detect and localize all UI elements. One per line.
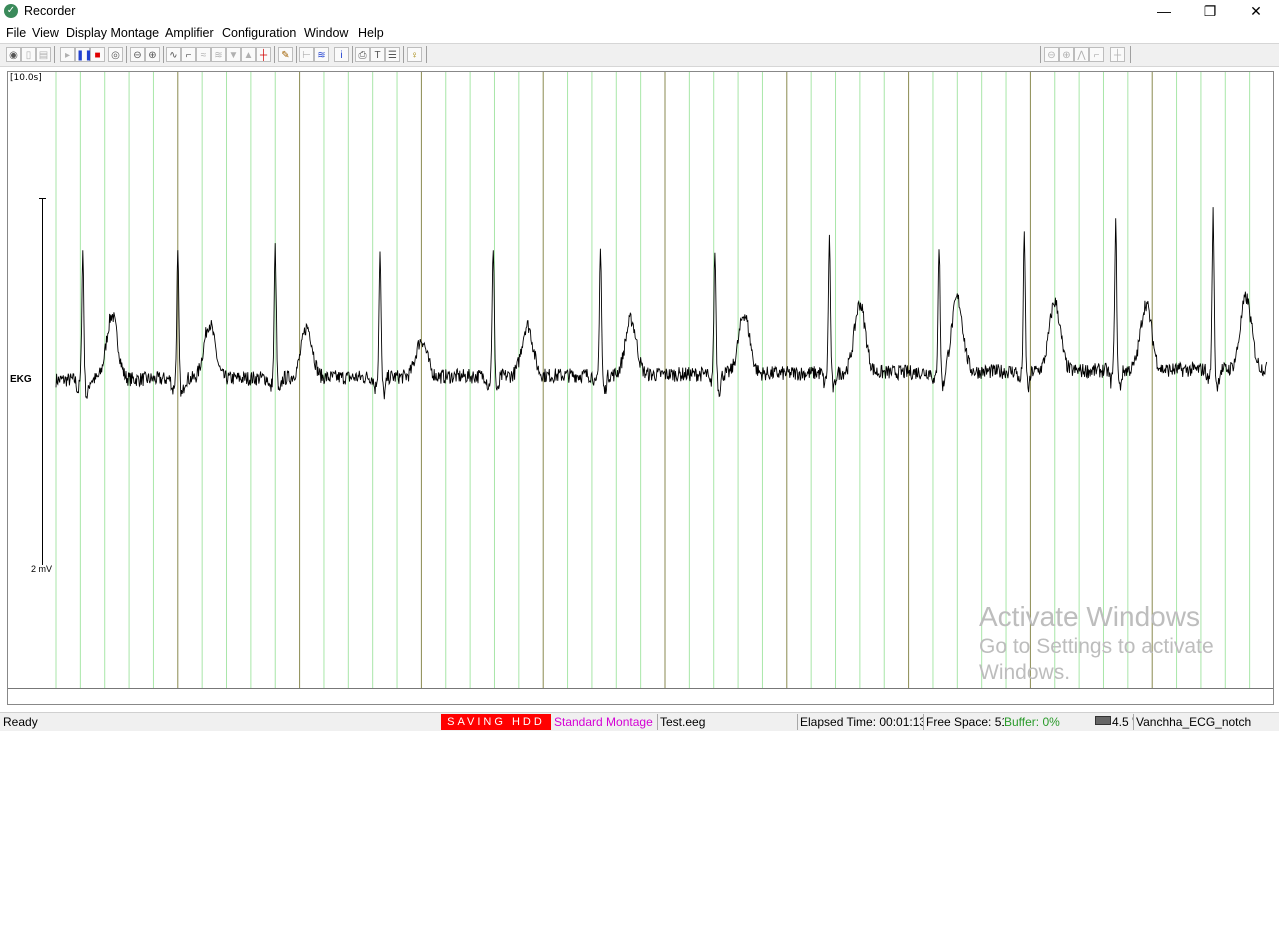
menu-bar: File View Display Montage Amplifier Conf… (0, 24, 1279, 43)
list-icon[interactable]: ☰ (385, 47, 400, 62)
stop-icon[interactable]: ■ (90, 47, 105, 62)
amplitude-scale-tick (39, 198, 46, 199)
status-montage: Standard Montage (554, 715, 653, 729)
arrow-down-icon[interactable]: ▼ (226, 47, 241, 62)
amplitude-scale-bar (42, 198, 43, 565)
menu-file[interactable]: File (6, 26, 27, 40)
zoom-in-icon[interactable]: ⊕ (145, 47, 160, 62)
restore-button[interactable]: ❐ (1203, 3, 1217, 19)
major-grid (177, 72, 1153, 688)
channel-label[interactable]: EKG (10, 374, 32, 385)
toolbar: ◉ ▯ ▤ ▸ ❚❚ ■ ◎ ⊖ ⊕ ∿ ⌐ ≈ ≋ ▼ ▲ ┼ ✎ ⊢ ≋ i… (0, 43, 1279, 67)
filter-icon[interactable]: ⌐ (181, 47, 196, 62)
status-free-space: Free Space: 51 (923, 714, 1004, 730)
eye-icon[interactable]: ◉ (6, 47, 21, 62)
window-title: Recorder (24, 4, 76, 18)
status-elapsed: Elapsed Time: 00:01:13 (797, 714, 924, 730)
r-peak-point (492, 248, 494, 250)
save-icon[interactable]: ▤ (36, 47, 51, 62)
menu-help[interactable]: Help (358, 26, 384, 40)
menu-display-montage[interactable]: Display Montage (66, 26, 160, 40)
minor-grid (55, 72, 1251, 688)
scale-icon[interactable]: ⋀ (1074, 47, 1089, 62)
ekg-chart (55, 72, 1268, 688)
status-ready: Ready (3, 715, 38, 729)
minimize-button[interactable]: — (1157, 3, 1171, 19)
text-icon[interactable]: T (370, 47, 385, 62)
zoom-out-icon[interactable]: ⊖ (130, 47, 145, 62)
status-saving: SAVING HDD (441, 714, 551, 730)
ekg-trace (55, 207, 1268, 400)
timebase-label: [10.0s] (10, 73, 42, 83)
right-zoom-out-icon[interactable]: ⊖ (1044, 47, 1059, 62)
menu-view[interactable]: View (32, 26, 59, 40)
right-zoom-in-icon[interactable]: ⊕ (1059, 47, 1074, 62)
status-bar: Ready SAVING HDD Standard Montage Test.e… (0, 712, 1279, 731)
pen-icon[interactable]: ✎ (278, 47, 293, 62)
watermark-subtitle: Go to Settings to activate Windows. (979, 635, 1214, 684)
recorder-window: ✓ Recorder — ❐ ✕ File View Display Monta… (0, 0, 1279, 731)
battery-icon (1095, 716, 1111, 725)
info-icon[interactable]: i (334, 47, 349, 62)
cursor-icon[interactable]: ┼ (1110, 47, 1125, 62)
status-file: Test.eeg (657, 714, 796, 730)
menu-configuration[interactable]: Configuration (222, 26, 297, 40)
signal-view[interactable]: [10.0s] EKG 2 mV (7, 71, 1274, 705)
grid-icon[interactable]: ≋ (211, 47, 226, 62)
watermark-title: Activate Windows (979, 601, 1200, 632)
montage-icon[interactable]: ∿ (166, 47, 181, 62)
close-button[interactable]: ✕ (1250, 3, 1262, 19)
marker-icon[interactable]: ┼ (256, 47, 271, 62)
print-icon[interactable]: ⎙ (355, 47, 370, 62)
menu-window[interactable]: Window (304, 26, 349, 40)
status-buffer: Buffer: 0% (1004, 715, 1060, 729)
status-battery: 4.5 ' (1112, 715, 1134, 729)
arrow-up-icon[interactable]: ▲ (241, 47, 256, 62)
activation-watermark: Activate Windows Go to Settings to activ… (979, 600, 1239, 686)
channel-icon[interactable]: ⊢ (299, 47, 314, 62)
menu-amplifier[interactable]: Amplifier (165, 26, 214, 40)
app-check-icon: ✓ (4, 4, 18, 18)
signal-icon[interactable]: ≋ (314, 47, 329, 62)
view-bottom-rule (8, 688, 1273, 689)
pause-icon[interactable]: ❚❚ (75, 47, 93, 62)
measure-icon[interactable]: ⌐ (1089, 47, 1104, 62)
open-icon[interactable]: ▯ (21, 47, 36, 62)
status-profile: Vanchha_ECG_notch (1133, 714, 1276, 730)
wave-icon[interactable]: ≈ (196, 47, 211, 62)
amplitude-scale-label: 2 mV (31, 564, 53, 574)
record-icon[interactable]: ◎ (108, 47, 123, 62)
play-icon[interactable]: ▸ (60, 47, 75, 62)
title-bar: ✓ Recorder — ❐ ✕ (0, 0, 1279, 24)
peak-markers (82, 223, 1214, 257)
help-icon[interactable]: ♀ (407, 47, 422, 62)
